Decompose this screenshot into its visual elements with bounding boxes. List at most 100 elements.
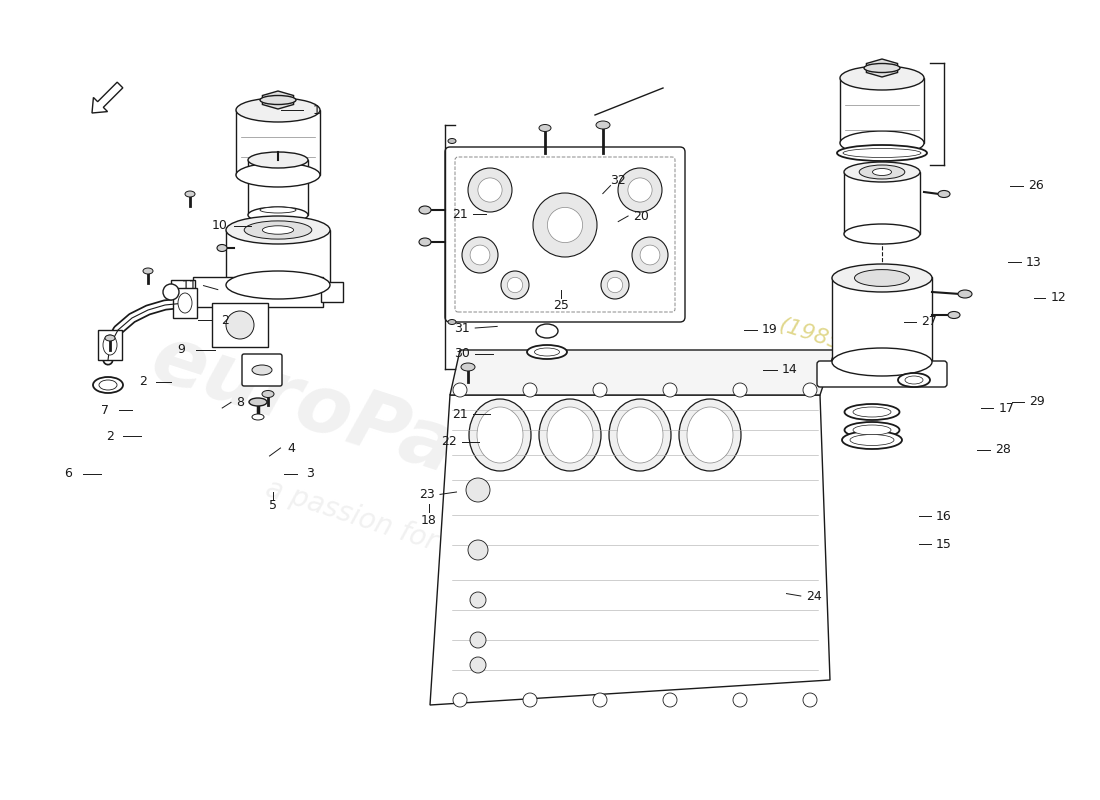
Circle shape bbox=[507, 278, 522, 293]
Bar bbox=[192, 277, 323, 307]
Ellipse shape bbox=[837, 145, 927, 161]
Ellipse shape bbox=[249, 398, 267, 406]
Circle shape bbox=[462, 237, 498, 273]
Circle shape bbox=[803, 693, 817, 707]
Circle shape bbox=[453, 383, 468, 397]
Ellipse shape bbox=[832, 264, 932, 292]
Circle shape bbox=[618, 168, 662, 212]
Ellipse shape bbox=[262, 390, 274, 398]
Bar bbox=[212, 303, 268, 347]
Circle shape bbox=[466, 478, 490, 502]
Text: 32: 32 bbox=[610, 174, 626, 186]
Circle shape bbox=[500, 271, 529, 299]
Text: 15: 15 bbox=[936, 538, 952, 550]
Text: 23: 23 bbox=[419, 488, 435, 501]
Text: 2: 2 bbox=[106, 430, 114, 442]
Ellipse shape bbox=[94, 377, 123, 393]
Text: 14: 14 bbox=[782, 363, 797, 376]
Ellipse shape bbox=[99, 380, 117, 390]
Ellipse shape bbox=[217, 245, 227, 251]
Ellipse shape bbox=[864, 63, 900, 73]
Text: 10: 10 bbox=[212, 219, 228, 232]
Circle shape bbox=[607, 278, 623, 293]
Text: 9: 9 bbox=[177, 343, 186, 356]
Text: 21: 21 bbox=[452, 408, 468, 421]
Text: 13: 13 bbox=[1026, 256, 1042, 269]
Text: euroParts: euroParts bbox=[141, 318, 585, 530]
Ellipse shape bbox=[178, 293, 192, 313]
Ellipse shape bbox=[536, 324, 558, 338]
Text: 19: 19 bbox=[762, 323, 778, 336]
Circle shape bbox=[640, 245, 660, 265]
Circle shape bbox=[477, 178, 502, 202]
Text: 11: 11 bbox=[182, 279, 197, 292]
Text: 7: 7 bbox=[100, 404, 109, 417]
Bar bbox=[98, 330, 122, 360]
Ellipse shape bbox=[938, 190, 950, 198]
Polygon shape bbox=[450, 350, 835, 395]
Ellipse shape bbox=[844, 162, 920, 182]
Ellipse shape bbox=[852, 407, 891, 417]
Bar bbox=[840, 78, 924, 143]
Ellipse shape bbox=[469, 399, 531, 471]
Circle shape bbox=[663, 693, 676, 707]
Ellipse shape bbox=[855, 270, 910, 286]
Ellipse shape bbox=[419, 206, 431, 214]
Text: 5: 5 bbox=[268, 499, 277, 512]
Ellipse shape bbox=[840, 66, 924, 90]
Ellipse shape bbox=[236, 163, 320, 187]
Circle shape bbox=[733, 383, 747, 397]
Circle shape bbox=[663, 383, 676, 397]
Text: 8: 8 bbox=[235, 396, 244, 409]
Circle shape bbox=[548, 207, 583, 242]
Circle shape bbox=[534, 193, 597, 257]
Text: 17: 17 bbox=[999, 402, 1014, 414]
Ellipse shape bbox=[226, 271, 330, 299]
Ellipse shape bbox=[905, 376, 923, 384]
Ellipse shape bbox=[547, 407, 593, 463]
Circle shape bbox=[470, 657, 486, 673]
Ellipse shape bbox=[419, 238, 431, 246]
Circle shape bbox=[601, 271, 629, 299]
Circle shape bbox=[803, 383, 817, 397]
Ellipse shape bbox=[461, 363, 475, 371]
Ellipse shape bbox=[226, 216, 330, 244]
Ellipse shape bbox=[845, 404, 900, 420]
Ellipse shape bbox=[688, 407, 733, 463]
Text: 1: 1 bbox=[312, 104, 321, 117]
Text: 21: 21 bbox=[452, 208, 468, 221]
Circle shape bbox=[628, 178, 652, 202]
Ellipse shape bbox=[104, 335, 116, 341]
Circle shape bbox=[468, 540, 488, 560]
Ellipse shape bbox=[679, 399, 741, 471]
Polygon shape bbox=[263, 91, 294, 109]
Ellipse shape bbox=[535, 348, 560, 356]
Circle shape bbox=[593, 693, 607, 707]
Circle shape bbox=[522, 693, 537, 707]
Text: a passion for performance: a passion for performance bbox=[262, 474, 618, 614]
Ellipse shape bbox=[958, 290, 972, 298]
Text: 30: 30 bbox=[454, 347, 470, 360]
Ellipse shape bbox=[609, 399, 671, 471]
Text: 3: 3 bbox=[306, 467, 315, 480]
Ellipse shape bbox=[252, 414, 264, 420]
Ellipse shape bbox=[948, 311, 960, 318]
Ellipse shape bbox=[248, 152, 308, 168]
Text: 31: 31 bbox=[454, 322, 470, 334]
Bar bbox=[170, 280, 195, 304]
Text: 6: 6 bbox=[64, 467, 73, 480]
Ellipse shape bbox=[845, 422, 900, 438]
Circle shape bbox=[226, 311, 254, 339]
Text: 2: 2 bbox=[221, 314, 230, 326]
Ellipse shape bbox=[844, 224, 920, 244]
Ellipse shape bbox=[843, 149, 921, 158]
FancyBboxPatch shape bbox=[446, 147, 685, 322]
Circle shape bbox=[733, 693, 747, 707]
Circle shape bbox=[632, 237, 668, 273]
Polygon shape bbox=[430, 395, 830, 705]
Ellipse shape bbox=[527, 345, 566, 359]
Ellipse shape bbox=[185, 191, 195, 197]
Bar bbox=[321, 282, 343, 302]
Ellipse shape bbox=[260, 95, 296, 105]
Ellipse shape bbox=[872, 169, 891, 175]
